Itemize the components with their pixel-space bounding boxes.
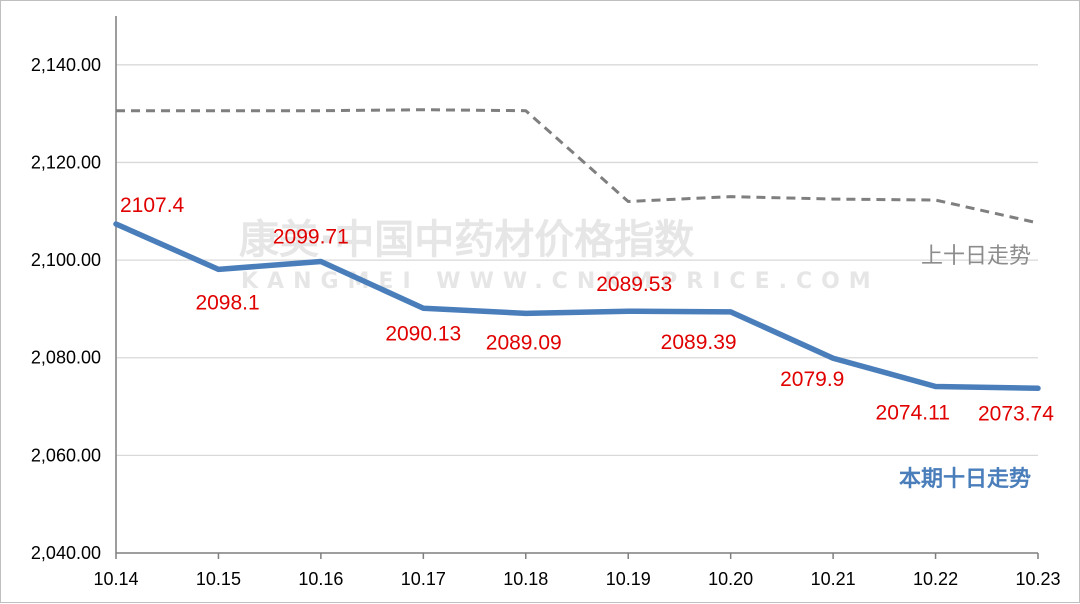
watermark-subtext: KANGMEI WWW.CNKMPRICE.COM (241, 269, 880, 294)
x-tick-label: 10.16 (298, 569, 343, 589)
y-tick-label: 2,060.00 (31, 445, 101, 465)
x-tick-label: 10.14 (93, 569, 138, 589)
data-label: 2089.09 (486, 331, 562, 354)
x-tick-label: 10.15 (196, 569, 241, 589)
x-tick-label: 10.21 (811, 569, 856, 589)
watermark: 康美·中国中药材价格指数 KANGMEI WWW.CNKMPRICE.COM (239, 217, 880, 294)
data-label: 2089.39 (661, 331, 737, 354)
x-tick-label: 10.22 (913, 569, 958, 589)
previous-period-label: 上十日走势 (921, 244, 1031, 269)
watermark-text: 康美·中国中药材价格指数 (239, 217, 694, 263)
y-tick-labels: 2,040.00 2,060.00 2,080.00 2,100.00 2,120.00… (31, 55, 101, 563)
x-tick-label: 10.20 (708, 569, 753, 589)
y-tick-label: 2,040.00 (31, 543, 101, 563)
data-label: 2074.11 (876, 401, 950, 424)
series-name-labels: 本期十日走势 上十日走势 (899, 244, 1031, 492)
data-label: 2079.9 (780, 368, 844, 391)
x-tick-label: 10.18 (503, 569, 548, 589)
data-label: 2107.4 (120, 194, 185, 217)
data-label: 2089.53 (596, 273, 672, 296)
x-tick-label: 10.17 (401, 569, 446, 589)
y-tick-label: 2,080.00 (31, 348, 101, 368)
x-tick-label: 10.23 (1015, 569, 1060, 589)
data-label: 2090.13 (385, 322, 461, 345)
y-tick-label: 2,140.00 (31, 55, 101, 75)
data-label: 2099.71 (273, 226, 349, 249)
data-label: 2073.74 (978, 402, 1054, 425)
y-tick-label: 2,120.00 (31, 152, 101, 172)
x-tick-labels: 10.14 10.15 10.16 10.17 10.18 10.19 10.20 10.21… (93, 569, 1060, 589)
series (113, 108, 1041, 392)
current-period-line (113, 221, 1041, 392)
data-label: 2098.1 (195, 291, 259, 314)
y-tick-label: 2,100.00 (31, 250, 101, 270)
x-tick-label: 10.19 (606, 569, 651, 589)
gridlines (116, 64, 1038, 457)
previous-period-line (116, 108, 1039, 225)
data-labels: 2107.4 2098.1 2099.71 2090.13 2089.09 2089.53… (120, 194, 1054, 425)
axes (115, 16, 1039, 559)
current-period-label: 本期十日走势 (899, 466, 1031, 492)
